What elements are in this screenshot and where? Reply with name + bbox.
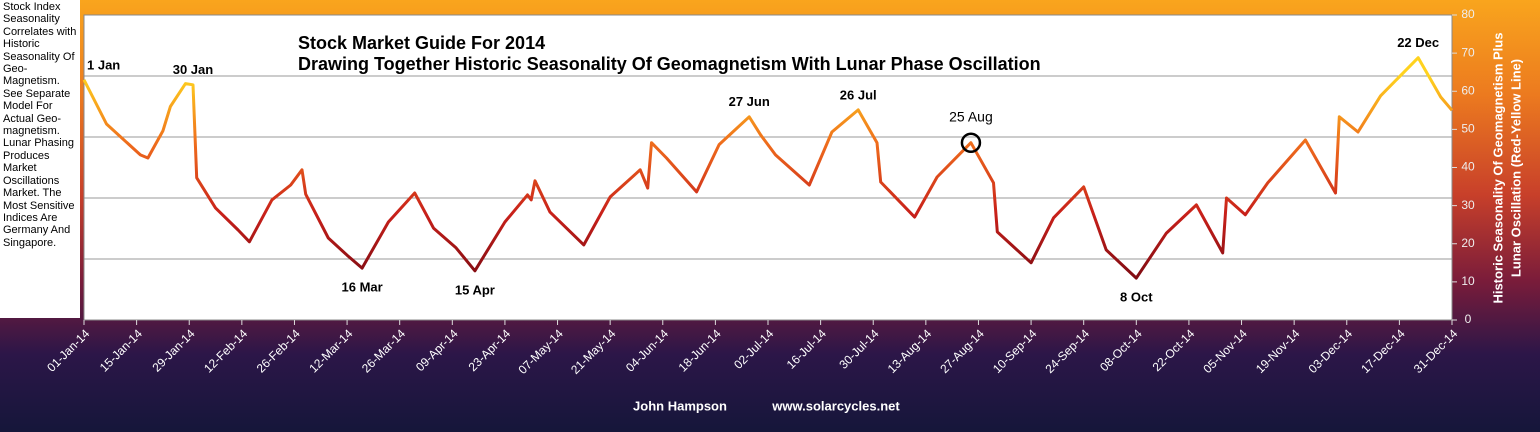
x-tick-label: 19-Nov-14	[1253, 326, 1303, 376]
x-tick-label: 31-Dec-14	[1411, 326, 1461, 376]
y-axis-label: Lunar Oscillation (Red-Yellow Line)	[1508, 59, 1523, 277]
footer: John Hampson	[633, 398, 727, 413]
annotation: 8 Oct	[1120, 290, 1153, 305]
x-tick-label: 01-Jan-14	[44, 326, 92, 374]
x-tick-label: 29-Jan-14	[149, 326, 197, 374]
x-tick-label: 13-Aug-14	[885, 326, 935, 376]
side-note: Stock Index Seasonality Correlates with …	[0, 0, 80, 318]
y-tick-label: 80	[1461, 7, 1475, 21]
x-tick-label: 15-Jan-14	[97, 326, 145, 374]
x-tick-label: 23-Apr-14	[466, 326, 514, 374]
x-tick-label: 05-Nov-14	[1200, 326, 1250, 376]
x-tick-label: 24-Sep-14	[1043, 326, 1093, 376]
x-tick-label: 16-Jul-14	[784, 326, 830, 372]
y-tick-label: 30	[1461, 198, 1475, 212]
x-tick-label: 08-Oct-14	[1097, 326, 1145, 374]
y-tick-label: 0	[1465, 312, 1472, 326]
x-tick-label: 12-Feb-14	[201, 326, 250, 375]
y-axis-label: Historic Seasonality Of Geomagnetism Plu…	[1490, 33, 1505, 304]
y-tick-label: 40	[1461, 160, 1475, 174]
x-tick-label: 03-Dec-14	[1306, 326, 1356, 376]
annotation: 15 Apr	[455, 282, 495, 297]
x-tick-label: 30-Jul-14	[836, 326, 882, 372]
x-tick-label: 18-Jun-14	[676, 326, 724, 374]
y-tick-label: 50	[1461, 122, 1475, 136]
annotation: 16 Mar	[342, 280, 383, 295]
annotation: 30 Jan	[173, 62, 214, 77]
x-tick-label: 26-Mar-14	[359, 326, 408, 375]
x-tick-label: 12-Mar-14	[306, 326, 355, 375]
plot-area	[84, 15, 1452, 320]
chart-title: Stock Market Guide For 2014	[298, 33, 545, 53]
y-tick-label: 10	[1461, 274, 1475, 288]
x-tick-label: 04-Jun-14	[623, 326, 671, 374]
x-tick-label: 02-Jul-14	[731, 326, 777, 372]
line	[82, 56, 1454, 280]
chart-title: Drawing Together Historic Seasonality Of…	[298, 54, 1041, 74]
annotation: 27 Jun	[729, 94, 770, 109]
annotation: 25 Aug	[949, 108, 993, 124]
x-tick-label: 10-Sep-14	[990, 326, 1040, 376]
y-tick-label: 60	[1461, 83, 1475, 97]
x-tick-label: 17-Dec-14	[1358, 326, 1408, 376]
x-tick-label: 07-May-14	[515, 326, 566, 377]
annotation-circle	[960, 132, 982, 153]
x-tick-label: 26-Feb-14	[254, 326, 303, 375]
x-tick-label: 22-Oct-14	[1150, 326, 1198, 374]
annotation: 26 Jul	[840, 87, 877, 102]
annotation: 1 Jan	[87, 57, 120, 72]
y-tick-label: 20	[1461, 236, 1475, 250]
annotation: 22 Dec	[1397, 35, 1439, 50]
x-tick-label: 09-Apr-14	[413, 326, 461, 374]
x-tick-label: 27-Aug-14	[937, 326, 987, 376]
y-tick-label: 70	[1461, 45, 1475, 59]
footer: www.solarcycles.net	[771, 398, 900, 413]
x-tick-label: 21-May-14	[568, 326, 619, 377]
